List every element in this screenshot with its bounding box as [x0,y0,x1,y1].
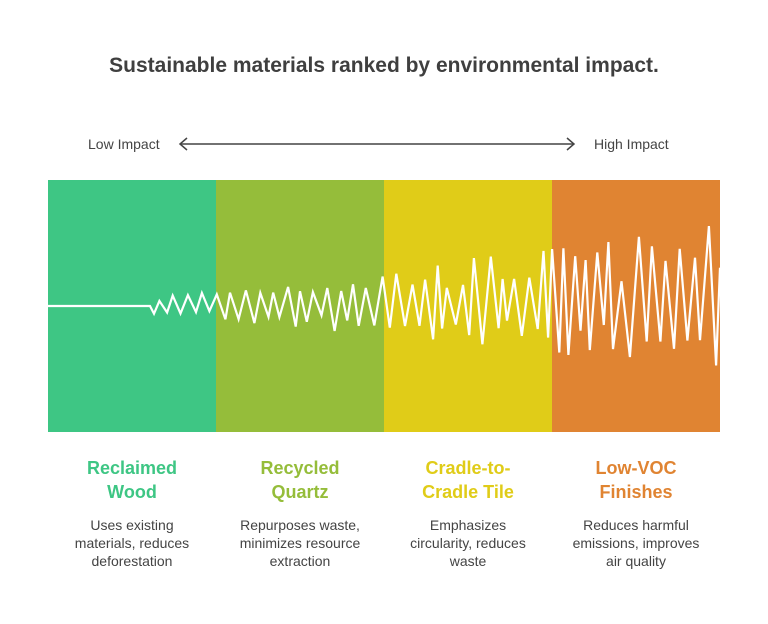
double-arrow-icon [178,137,576,151]
high-impact-label: High Impact [594,136,669,152]
impact-bands [48,180,720,432]
material-description: Repurposes waste, minimizes resource ext… [239,517,361,569]
material-recycled-quartz: Recycled Quartz Repurposes waste, minimi… [216,456,384,570]
material-description: Reduces harmful emissions, improves air … [572,517,700,569]
material-low-voc: Low-VOC Finishes Reduces harmful emissio… [552,456,720,570]
low-impact-label: Low Impact [88,136,160,152]
waveform-line [48,226,720,366]
material-title: Reclaimed Wood [86,458,178,502]
material-reclaimed-wood: Reclaimed Wood Uses existing materials, … [48,456,216,570]
material-cradle-tile: Cradle-to-Cradle Tile Emphasizes circula… [384,456,552,570]
material-description: Uses existing materials, reduces defores… [74,517,190,569]
material-title: Recycled Quartz [260,458,340,502]
material-title: Cradle-to-Cradle Tile [422,458,514,502]
material-title: Low-VOC Finishes [595,458,677,502]
page-title: Sustainable materials ranked by environm… [109,54,659,77]
band-cradle-tile [384,180,552,432]
impact-waveform [48,226,720,366]
band-low-voc [552,180,720,432]
material-description: Emphasizes circularity, reduces waste [410,517,526,569]
